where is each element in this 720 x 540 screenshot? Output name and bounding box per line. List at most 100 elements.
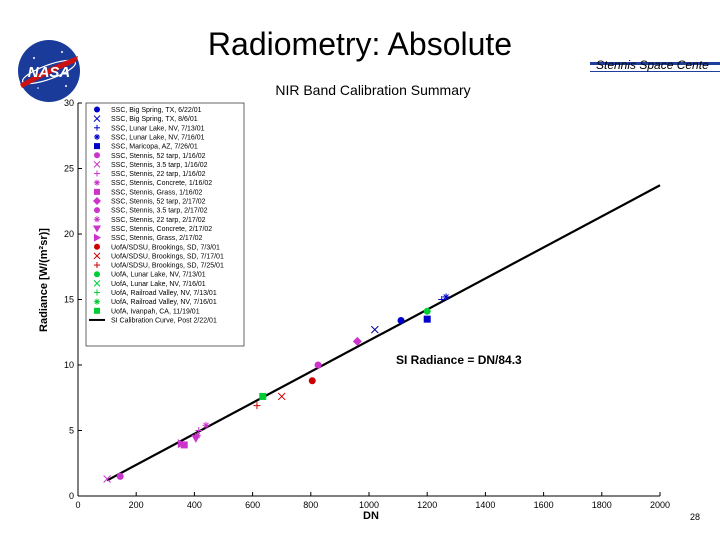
data-point bbox=[442, 293, 450, 301]
legend-marker bbox=[94, 188, 100, 195]
legend-marker bbox=[94, 307, 100, 314]
data-point bbox=[423, 315, 431, 323]
legend-label: UofA, Ivanpah, CA, 11/19/01 bbox=[111, 308, 200, 315]
legend-label: UofA/SDSU, Brookings, SD, 7/17/01 bbox=[111, 253, 224, 260]
legend-label: UofA, Lunar Lake, NV, 7/13/01 bbox=[111, 272, 206, 279]
legend-marker bbox=[94, 271, 100, 278]
y-tick-label: 0 bbox=[69, 491, 74, 501]
y-tick-label: 25 bbox=[64, 164, 74, 174]
nasa-meatball-icon: NASA bbox=[18, 40, 80, 102]
legend-label: SSC, Lunar Lake, NV, 7/13/01 bbox=[111, 125, 205, 132]
legend-marker bbox=[94, 207, 100, 214]
x-tick-label: 0 bbox=[75, 500, 80, 510]
legend-label: SSC, Lunar Lake, NV, 7/16/01 bbox=[111, 134, 205, 141]
x-tick-label: 1600 bbox=[534, 500, 554, 510]
data-point bbox=[202, 421, 210, 429]
legend-label: SSC, Maricopa, AZ, 7/26/01 bbox=[111, 144, 198, 151]
data-point bbox=[191, 434, 201, 443]
legend-label: SSC, Big Spring, TX, 8/6/01 bbox=[111, 116, 198, 123]
x-tick-label: 1200 bbox=[417, 500, 437, 510]
x-tick-label: 800 bbox=[303, 500, 318, 510]
data-point bbox=[180, 441, 188, 449]
y-tick-label: 5 bbox=[69, 426, 74, 436]
x-tick-label: 1000 bbox=[359, 500, 379, 510]
legend-label: SSC, Stennis, 3.5 tarp, 2/17/02 bbox=[111, 208, 208, 215]
x-tick-label: 1400 bbox=[475, 500, 495, 510]
legend-marker bbox=[94, 233, 101, 242]
data-point bbox=[116, 472, 124, 480]
nasa-logo: NASA bbox=[16, 38, 82, 104]
data-point bbox=[370, 325, 379, 334]
legend-marker bbox=[94, 152, 100, 159]
data-point bbox=[423, 307, 431, 315]
legend-label: SSC, Stennis, Concrete, 1/16/02 bbox=[111, 180, 212, 187]
legend-label: SI Calibration Curve, Post 2/22/01 bbox=[111, 317, 217, 324]
legend-label: UofA, Railroad Valley, NV, 7/16/01 bbox=[111, 299, 217, 306]
legend-marker bbox=[94, 179, 100, 186]
y-tick-labels: 0 5 10 15 20 25 30 bbox=[64, 98, 74, 501]
page-number: 28 bbox=[690, 512, 701, 522]
data-points bbox=[103, 293, 450, 483]
legend-label: SSC, Stennis, Grass, 1/16/02 bbox=[111, 189, 203, 196]
legend-label: UofA, Railroad Valley, NV, 7/13/01 bbox=[111, 290, 217, 297]
chart-title: NIR Band Calibration Summary bbox=[275, 82, 470, 98]
legend-label: SSC, Stennis, 52 tarp, 2/17/02 bbox=[111, 199, 206, 206]
header-rule bbox=[590, 62, 720, 65]
legend-label: UofA/SDSU, Brookings, SD, 7/25/01 bbox=[111, 263, 224, 270]
y-tick-label: 20 bbox=[64, 229, 74, 239]
legend-label: SSC, Stennis, 22 tarp, 2/17/02 bbox=[111, 217, 206, 224]
legend-label: UofA/SDSU, Brookings, SD, 7/3/01 bbox=[111, 244, 220, 251]
legend-label: SSC, Big Spring, TX, 6/22/01 bbox=[111, 107, 202, 114]
legend-marker bbox=[94, 216, 100, 223]
x-tick-label: 1800 bbox=[592, 500, 612, 510]
x-tick-labels: 0 200 400 600 800 1000 1200 1400 1600 1800 2000 bbox=[75, 500, 670, 510]
y-tick-label: 15 bbox=[64, 295, 74, 305]
data-point bbox=[314, 361, 322, 369]
data-point bbox=[352, 336, 362, 346]
legend-marker bbox=[94, 262, 100, 269]
x-tick-label: 200 bbox=[129, 500, 144, 510]
legend-label: SSC, Stennis, Grass, 2/17/02 bbox=[111, 235, 203, 242]
legend-marker bbox=[93, 279, 101, 287]
y-axis-label: Radiance [W/(m²sr)] bbox=[38, 228, 50, 332]
data-point bbox=[103, 475, 111, 483]
y-tick-label: 10 bbox=[64, 360, 74, 370]
legend-label: UofA, Lunar Lake, NV, 7/16/01 bbox=[111, 281, 206, 288]
legend-marker bbox=[94, 106, 100, 113]
x-tick-label: 2000 bbox=[650, 500, 670, 510]
legend-label: SSC, Stennis, 3.5 tarp, 1/16/02 bbox=[111, 162, 208, 169]
legend-label: SSC, Stennis, Concrete, 2/17/02 bbox=[111, 226, 212, 233]
legend-marker bbox=[93, 252, 101, 260]
legend-marker bbox=[93, 115, 101, 123]
legend: SSC, Big Spring, TX, 6/22/01 SSC, Big Spr… bbox=[85, 102, 245, 347]
legend-marker bbox=[94, 289, 100, 296]
data-point bbox=[397, 316, 405, 324]
equation-annotation: SI Radiance = DN/84.3 bbox=[396, 353, 522, 367]
data-point bbox=[277, 392, 286, 401]
data-point bbox=[195, 427, 203, 434]
legend-marker bbox=[93, 161, 101, 168]
legend-label: SSC, Stennis, 22 tarp, 1/16/02 bbox=[111, 171, 206, 178]
data-point bbox=[253, 402, 261, 410]
x-tick-label: 600 bbox=[245, 500, 260, 510]
header-rule-thin bbox=[590, 71, 720, 72]
legend-marker bbox=[94, 124, 100, 131]
data-point bbox=[177, 439, 186, 449]
data-point bbox=[308, 377, 316, 385]
legend-marker bbox=[93, 225, 101, 233]
legend-marker bbox=[94, 243, 100, 250]
x-tick-label: 400 bbox=[187, 500, 202, 510]
legend-label: SSC, Stennis, 52 tarp, 1/16/02 bbox=[111, 153, 206, 160]
x-axis-label: DN bbox=[363, 510, 379, 522]
legend-marker bbox=[94, 133, 100, 140]
data-point bbox=[259, 392, 267, 400]
legend-marker bbox=[94, 298, 100, 305]
slide-title: Radiometry: Absolute bbox=[207, 26, 513, 62]
legend-marker bbox=[93, 197, 101, 205]
legend-marker bbox=[94, 143, 100, 150]
axes bbox=[77, 102, 661, 497]
org-name: Stennis Space Cente bbox=[596, 58, 709, 72]
y-tick-label: 30 bbox=[64, 98, 74, 108]
legend-box bbox=[85, 102, 245, 347]
